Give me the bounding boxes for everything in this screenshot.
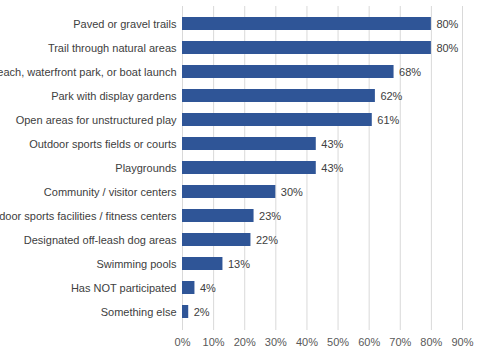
svg-text:Swimming pools: Swimming pools: [96, 258, 177, 270]
svg-text:Paved or gravel trails: Paved or gravel trails: [73, 18, 177, 30]
svg-text:50%: 50%: [327, 336, 349, 348]
svg-text:62%: 62%: [380, 90, 402, 102]
svg-text:30%: 30%: [281, 186, 303, 198]
svg-text:68%: 68%: [399, 66, 421, 78]
svg-text:70%: 70%: [389, 336, 411, 348]
svg-text:4%: 4%: [200, 282, 216, 294]
svg-text:80%: 80%: [436, 42, 458, 54]
svg-text:Indoor sports facilities / fit: Indoor sports facilities / fitness cente…: [0, 210, 177, 222]
svg-text:Playgrounds: Playgrounds: [115, 162, 177, 174]
svg-text:Park with display gardens: Park with display gardens: [51, 90, 177, 102]
svg-text:Open areas for unstructured pl: Open areas for unstructured play: [16, 114, 177, 126]
svg-text:40%: 40%: [296, 336, 318, 348]
svg-text:60%: 60%: [358, 336, 380, 348]
svg-text:Something else: Something else: [101, 306, 177, 318]
svg-text:Community / visitor centers: Community / visitor centers: [44, 186, 177, 198]
svg-text:0%: 0%: [175, 336, 191, 348]
svg-text:80%: 80%: [436, 18, 458, 30]
svg-text:22%: 22%: [256, 234, 278, 246]
svg-text:80%: 80%: [420, 336, 442, 348]
svg-text:43%: 43%: [321, 162, 343, 174]
svg-text:20%: 20%: [234, 336, 256, 348]
svg-text:Has NOT participated: Has NOT participated: [71, 282, 177, 294]
svg-text:Beach, waterfront park, or boa: Beach, waterfront park, or boat launch: [0, 66, 177, 78]
svg-text:2%: 2%: [194, 306, 210, 318]
svg-text:90%: 90%: [451, 336, 473, 348]
svg-text:13%: 13%: [228, 258, 250, 270]
svg-text:23%: 23%: [259, 210, 281, 222]
svg-text:Trail through natural areas: Trail through natural areas: [48, 42, 177, 54]
svg-text:Designated off-leash dog areas: Designated off-leash dog areas: [24, 234, 177, 246]
svg-text:43%: 43%: [321, 138, 343, 150]
svg-text:61%: 61%: [377, 114, 399, 126]
svg-text:10%: 10%: [203, 336, 225, 348]
svg-text:30%: 30%: [265, 336, 287, 348]
svg-text:Outdoor sports fields or court: Outdoor sports fields or courts: [29, 138, 177, 150]
